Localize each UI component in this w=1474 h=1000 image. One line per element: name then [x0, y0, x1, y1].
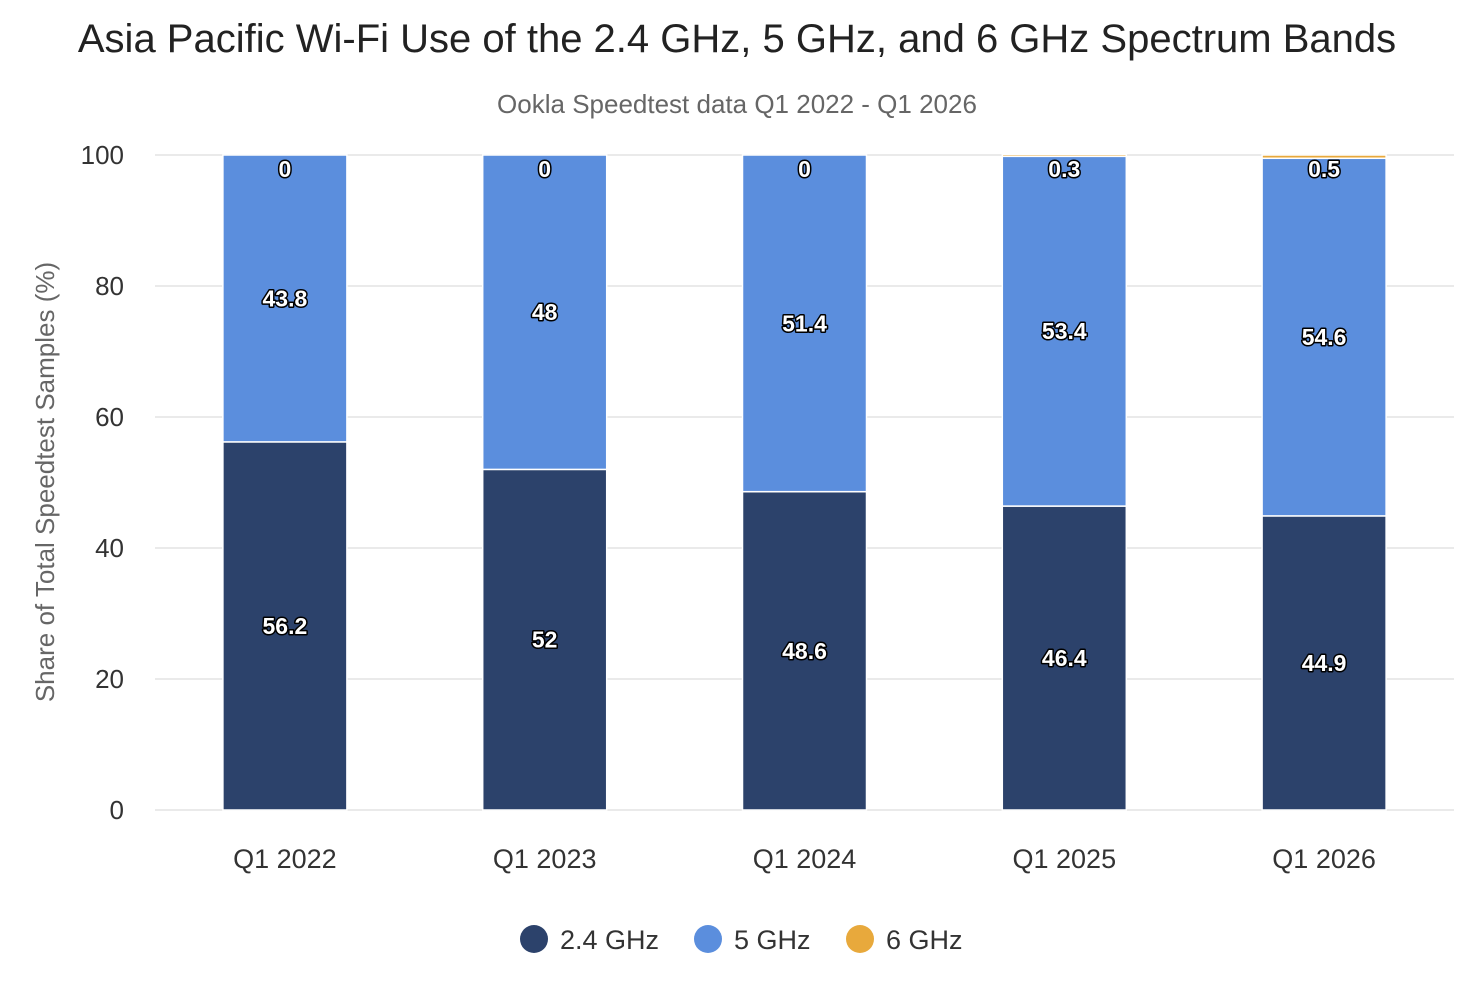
- data-label: 52: [532, 627, 558, 653]
- bar-segment: [1261, 154, 1387, 160]
- legend-label[interactable]: 2.4 GHz: [560, 925, 659, 955]
- chart-subtitle: Ookla Speedtest data Q1 2022 - Q1 2026: [497, 89, 977, 119]
- x-tick-label: Q1 2022: [233, 844, 337, 874]
- data-label: 56.2: [263, 613, 308, 639]
- data-label: 43.8: [263, 285, 308, 311]
- data-labels: 56.2 43.8 0 52 48 0 48.6 51.4 0 46.4 53.4 0.3 44.9 54…: [261, 155, 1348, 678]
- bar-segment: [1001, 505, 1128, 811]
- legend: 2.4 GHz 5 GHz 6 GHz: [520, 925, 963, 955]
- y-tick-label: 60: [95, 402, 124, 432]
- x-tick-label: Q1 2023: [493, 844, 597, 874]
- y-tick-label: 20: [95, 664, 124, 694]
- bar-segment: [741, 154, 868, 493]
- x-axis-ticks: Q1 2022 Q1 2023 Q1 2024 Q1 2025 Q1 2026: [233, 844, 1376, 874]
- y-axis-ticks: 0 20 40 60 80 100: [81, 140, 124, 825]
- y-tick-label: 0: [110, 795, 124, 825]
- data-label: 0: [538, 156, 551, 182]
- bar-segment: [1001, 155, 1128, 507]
- data-label: 0.3: [1048, 156, 1080, 182]
- data-label: 48.6: [782, 638, 827, 664]
- bar-segment: [1261, 515, 1387, 811]
- bar-segment: [481, 468, 608, 811]
- bar-segment: [1001, 153, 1128, 158]
- legend-marker[interactable]: [846, 925, 874, 953]
- data-label: 46.4: [1042, 645, 1087, 671]
- y-tick-label: 80: [95, 271, 124, 301]
- legend-marker[interactable]: [520, 925, 548, 953]
- y-tick-label: 40: [95, 533, 124, 563]
- data-label: 44.9: [1302, 650, 1347, 676]
- legend-label[interactable]: 6 GHz: [886, 925, 963, 955]
- data-label: 0: [279, 156, 292, 182]
- y-tick-label: 100: [81, 140, 124, 170]
- data-label: 51.4: [782, 310, 827, 336]
- x-tick-label: Q1 2025: [1013, 844, 1117, 874]
- legend-marker[interactable]: [694, 925, 722, 953]
- legend-label[interactable]: 5 GHz: [734, 925, 811, 955]
- data-label: 0.5: [1308, 156, 1340, 182]
- x-tick-label: Q1 2024: [753, 844, 857, 874]
- bar-segment: [481, 154, 608, 471]
- data-label: 54.6: [1302, 324, 1347, 350]
- bar-segment: [222, 441, 348, 811]
- y-axis-label: Share of Total Speedtest Samples (%): [30, 262, 60, 702]
- data-label: 53.4: [1042, 318, 1087, 344]
- data-label: 48: [532, 299, 558, 325]
- bar-segment: [741, 490, 868, 811]
- bars: [222, 153, 1387, 811]
- x-tick-label: Q1 2026: [1272, 844, 1376, 874]
- data-label: 0: [798, 156, 811, 182]
- bar-segment: [222, 154, 348, 443]
- chart-title: Asia Pacific Wi-Fi Use of the 2.4 GHz, 5…: [78, 17, 1396, 61]
